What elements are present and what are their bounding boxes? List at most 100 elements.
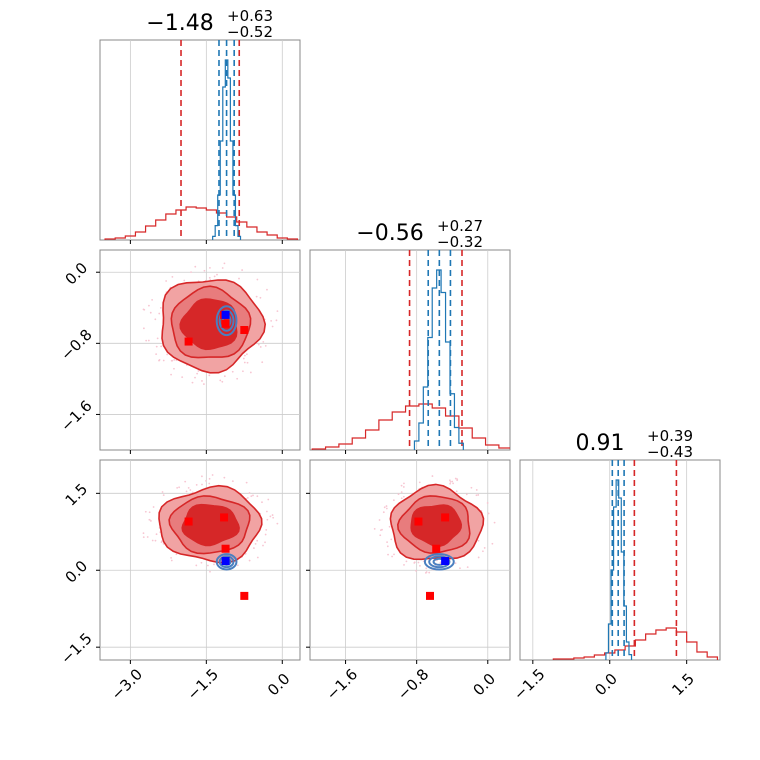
sample-point (393, 553, 395, 556)
sample-point (189, 489, 192, 491)
histogram-panel-0: −1.48 +0.63−0.52 (99, 7, 301, 244)
sample-point (255, 295, 258, 298)
sample-point (173, 358, 176, 361)
sample-point (271, 325, 274, 328)
sample-point (265, 528, 268, 531)
x-tick-label: −3.0 (108, 665, 146, 703)
contour-blue (423, 553, 455, 571)
panel-content (311, 250, 510, 450)
sample-point (176, 486, 179, 489)
sample-point (477, 539, 480, 542)
sample-point (486, 502, 489, 504)
sample-point (158, 312, 161, 315)
panel-title-2: 0.91 (576, 431, 625, 456)
marker-red (221, 319, 230, 328)
sample-point (201, 475, 203, 478)
sample-point (252, 547, 255, 549)
panel-title-0: −1.48 (146, 11, 213, 36)
sample-point (400, 484, 403, 487)
marker-red (184, 517, 193, 526)
panel-content (104, 40, 299, 240)
sample-point (201, 380, 203, 382)
sample-point (211, 474, 214, 476)
sample-point (206, 564, 209, 567)
sample-point (142, 536, 145, 539)
sample-point (402, 495, 405, 498)
sample-point (259, 346, 262, 348)
sample-point (160, 345, 163, 348)
sample-point (262, 544, 264, 547)
sample-point (452, 482, 455, 485)
title-plus: +0.63 (227, 7, 273, 25)
sample-point (264, 533, 267, 536)
sample-point (148, 304, 150, 307)
sample-point (216, 273, 218, 276)
sample-point (477, 556, 480, 559)
title-plus: +0.39 (647, 427, 693, 445)
sample-point (491, 542, 494, 545)
sample-point (386, 545, 389, 548)
sample-point (392, 499, 395, 502)
sample-point (418, 481, 421, 484)
sample-point (267, 498, 270, 501)
sample-point (403, 564, 405, 566)
sample-point (155, 345, 158, 348)
sample-point (149, 311, 152, 314)
sample-point (194, 376, 196, 379)
sample-point (417, 561, 420, 564)
sample-point (146, 536, 149, 538)
sample-point (449, 481, 452, 483)
marker-red (221, 544, 230, 553)
sample-point (419, 564, 421, 567)
panel-title-1: −0.56 (356, 221, 423, 246)
sample-point (390, 538, 393, 541)
histogram-red (311, 403, 510, 450)
sample-point (209, 266, 211, 269)
sample-point (262, 340, 265, 343)
sample-point (213, 563, 215, 566)
sample-point (219, 379, 222, 382)
sample-point (209, 570, 211, 573)
sample-point (223, 375, 226, 378)
sample-point (243, 354, 246, 357)
sample-point (236, 564, 239, 567)
sample-point (451, 480, 454, 483)
sample-point (477, 494, 480, 496)
sample-point (264, 345, 267, 347)
panel-content (532, 460, 719, 660)
sample-point (231, 480, 234, 483)
sample-point (405, 560, 408, 563)
sample-point (385, 505, 388, 507)
sample-point (383, 506, 386, 509)
panel-content (100, 250, 300, 450)
sample-point (175, 553, 178, 556)
contour-blue (215, 305, 238, 337)
sample-point (448, 479, 451, 482)
sample-point (159, 306, 162, 309)
contour-panel-2-1: −1.6 −0.8 0.0 (306, 459, 511, 704)
sample-point (256, 556, 259, 559)
contour-panel-2-0: −3.0 −1.5 0.0 −1.5 0.0 1.5 (57, 459, 301, 704)
sample-point (402, 486, 405, 488)
sample-point (213, 275, 216, 278)
marker-blue (221, 557, 230, 566)
sample-point (256, 278, 259, 281)
y-tick-label: −0.8 (57, 326, 95, 364)
sample-point (261, 361, 264, 364)
sample-point (378, 519, 381, 521)
sample-point (223, 476, 226, 479)
x-tick-label: −1.6 (323, 665, 361, 703)
sample-point (266, 288, 268, 291)
sample-point (482, 550, 484, 553)
sample-point (271, 514, 274, 516)
sample-point (236, 377, 239, 380)
sample-point (272, 516, 275, 519)
sample-point (161, 491, 164, 493)
sample-point (184, 480, 187, 483)
sample-point (487, 512, 490, 515)
sample-point (170, 557, 172, 559)
marker-blue (221, 310, 230, 319)
sample-point (243, 361, 246, 364)
y-tick-label: −1.6 (57, 397, 95, 435)
